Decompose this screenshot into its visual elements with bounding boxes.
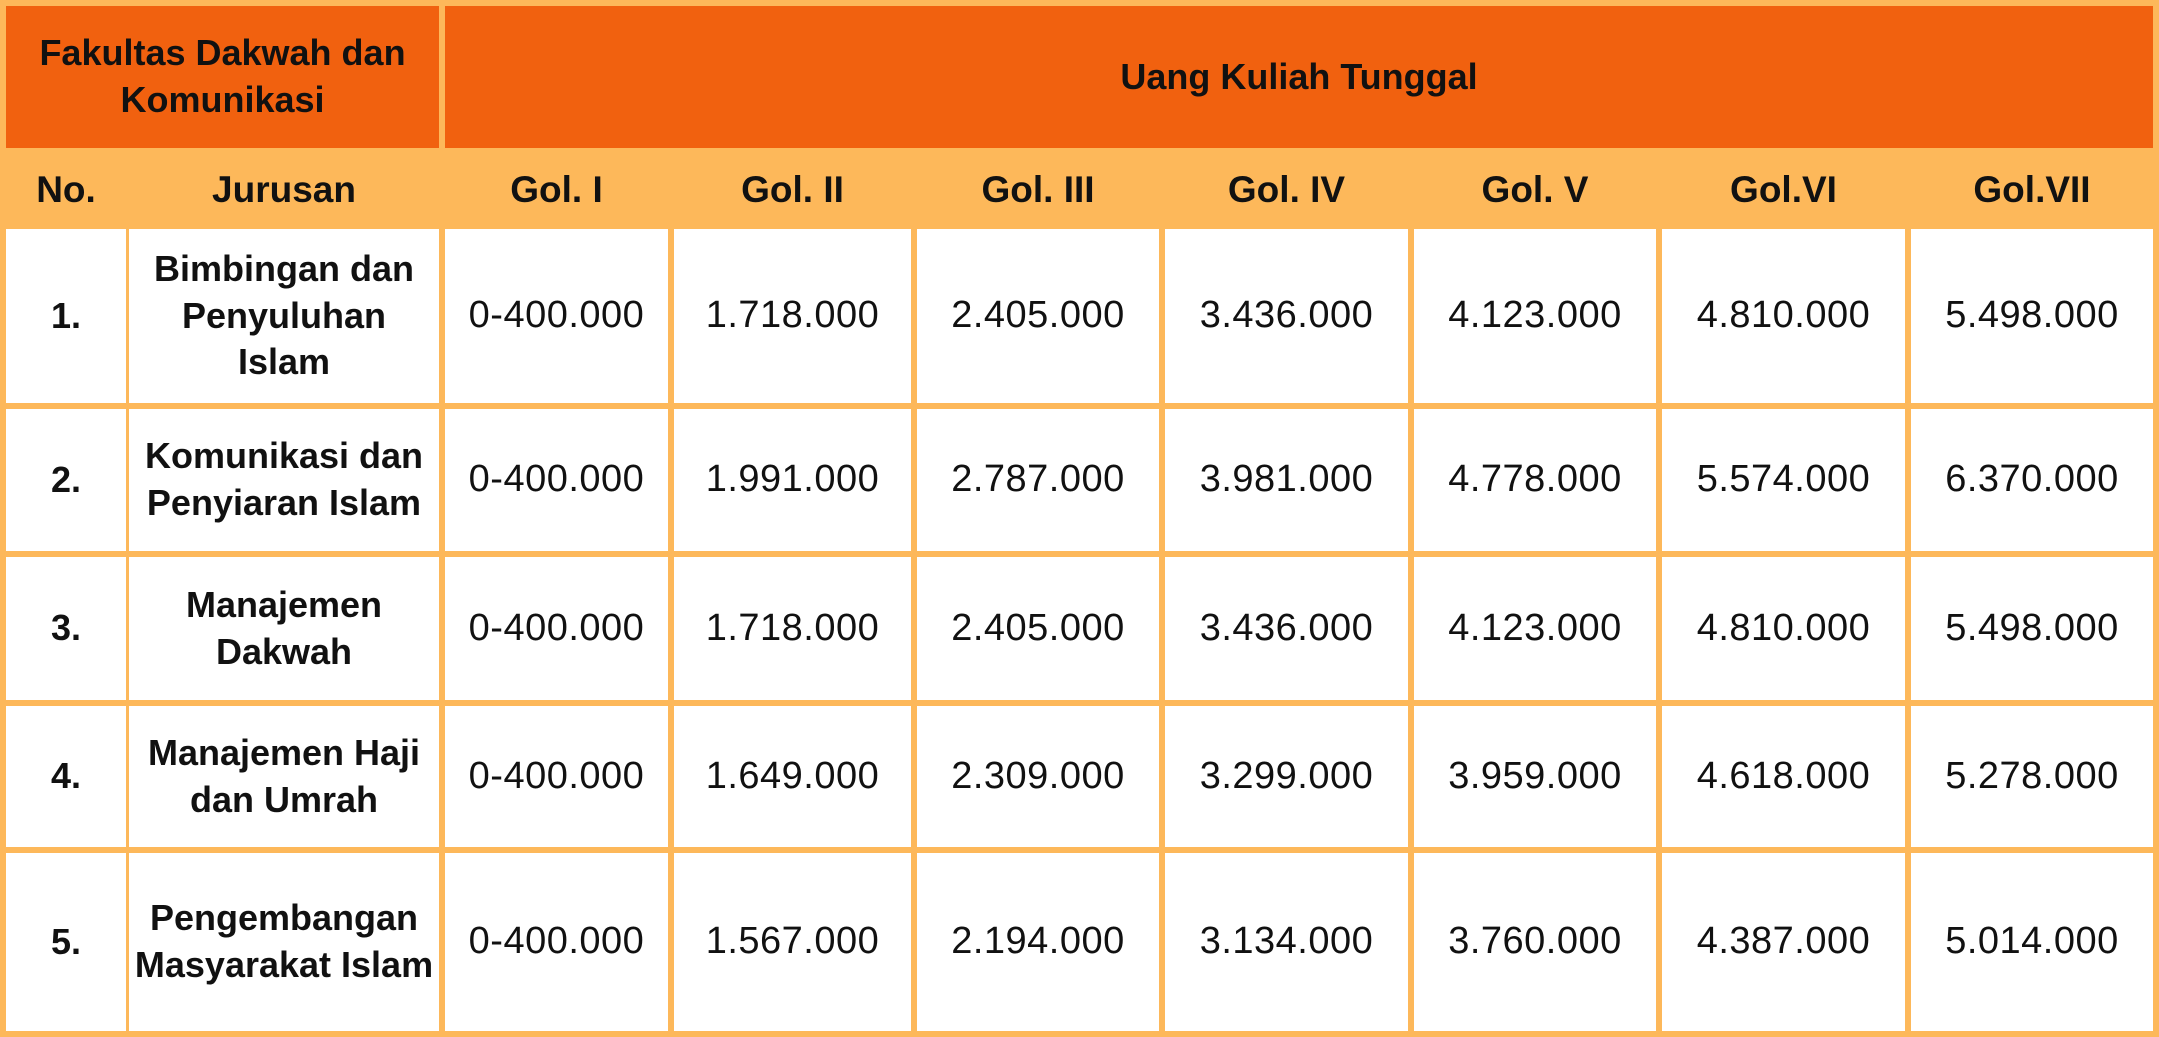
col-header-gol-7: Gol.VII	[1911, 154, 2153, 226]
cell-gol-1: 0-400.000	[445, 706, 668, 847]
cell-gol-5: 4.123.000	[1414, 229, 1656, 403]
cell-gol-3: 2.194.000	[917, 853, 1159, 1031]
ukt-header: Uang Kuliah Tunggal	[445, 6, 2153, 148]
cell-gol-4: 3.436.000	[1165, 229, 1408, 403]
cell-jurusan: Bimbingan dan Penyuluhan Islam	[129, 229, 439, 403]
cell-gol-5: 3.760.000	[1414, 853, 1656, 1031]
col-header-gol-1: Gol. I	[445, 154, 668, 226]
cell-gol-4: 3.299.000	[1165, 706, 1408, 847]
cell-gol-3: 2.787.000	[917, 409, 1159, 551]
cell-gol-6: 5.574.000	[1662, 409, 1905, 551]
cell-gol-2: 1.718.000	[674, 229, 911, 403]
cell-jurusan: Manajemen Haji dan Umrah	[129, 706, 439, 847]
cell-jurusan: Manajemen Dakwah	[129, 557, 439, 700]
cell-gol-1: 0-400.000	[445, 409, 668, 551]
cell-gol-4: 3.981.000	[1165, 409, 1408, 551]
col-header-gol-3: Gol. III	[917, 154, 1159, 226]
cell-gol-5: 4.123.000	[1414, 557, 1656, 700]
col-header-gol-6: Gol.VI	[1662, 154, 1905, 226]
col-header-no: No.	[6, 154, 126, 226]
cell-gol-2: 1.567.000	[674, 853, 911, 1031]
cell-gol-6: 4.618.000	[1662, 706, 1905, 847]
cell-gol-1: 0-400.000	[445, 229, 668, 403]
cell-no: 3.	[6, 557, 126, 700]
col-header-gol-5: Gol. V	[1414, 154, 1656, 226]
col-header-gol-4: Gol. IV	[1165, 154, 1408, 226]
cell-no: 1.	[6, 229, 126, 403]
col-header-jurusan: Jurusan	[129, 154, 439, 226]
cell-gol-5: 3.959.000	[1414, 706, 1656, 847]
cell-gol-3: 2.405.000	[917, 557, 1159, 700]
faculty-header: Fakultas Dakwah dan Komunikasi	[6, 6, 439, 148]
cell-no: 5.	[6, 853, 126, 1031]
cell-gol-1: 0-400.000	[445, 557, 668, 700]
cell-no: 2.	[6, 409, 126, 551]
cell-gol-7: 5.498.000	[1911, 557, 2153, 700]
cell-gol-7: 6.370.000	[1911, 409, 2153, 551]
cell-gol-2: 1.991.000	[674, 409, 911, 551]
cell-gol-7: 5.498.000	[1911, 229, 2153, 403]
cell-gol-7: 5.278.000	[1911, 706, 2153, 847]
cell-jurusan: Pengembangan Masyarakat Islam	[129, 853, 439, 1031]
cell-gol-7: 5.014.000	[1911, 853, 2153, 1031]
cell-gol-6: 4.810.000	[1662, 229, 1905, 403]
cell-gol-4: 3.436.000	[1165, 557, 1408, 700]
cell-gol-6: 4.810.000	[1662, 557, 1905, 700]
cell-gol-2: 1.718.000	[674, 557, 911, 700]
cell-gol-3: 2.309.000	[917, 706, 1159, 847]
cell-gol-4: 3.134.000	[1165, 853, 1408, 1031]
col-header-gol-2: Gol. II	[674, 154, 911, 226]
cell-gol-2: 1.649.000	[674, 706, 911, 847]
cell-gol-1: 0-400.000	[445, 853, 668, 1031]
cell-jurusan: Komunikasi dan Penyiaran Islam	[129, 409, 439, 551]
cell-gol-5: 4.778.000	[1414, 409, 1656, 551]
cell-no: 4.	[6, 706, 126, 847]
cell-gol-3: 2.405.000	[917, 229, 1159, 403]
cell-gol-6: 4.387.000	[1662, 853, 1905, 1031]
